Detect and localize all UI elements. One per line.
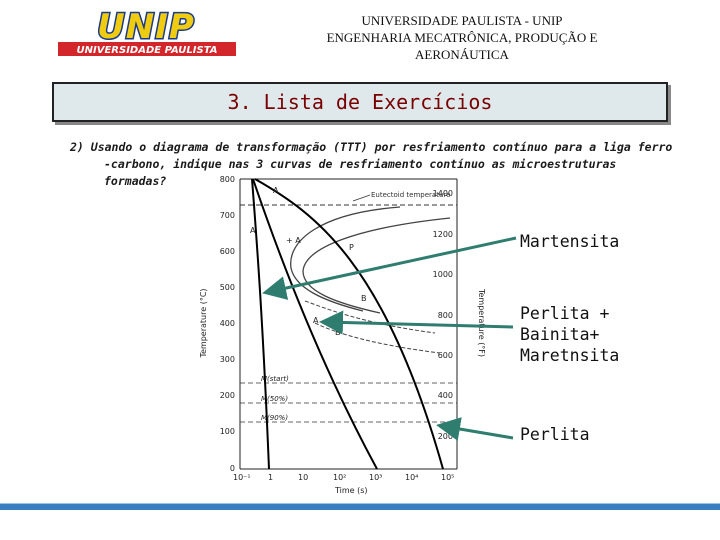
region-label-a-top: A xyxy=(273,186,279,195)
y-tick-800: 800 xyxy=(220,175,235,184)
label-perlita-bainita-line-1: Perlita + xyxy=(520,304,610,323)
y-right-tick-1000: 1000 xyxy=(433,270,453,279)
m-90-label: M(90%) xyxy=(261,414,288,422)
label-perlita-bainita-line-3: Maretnsita xyxy=(520,346,620,365)
header-line-2: ENGENHARIA MECATRÔNICA, PRODUÇÃO E xyxy=(326,30,598,45)
m-50-label: M(50%) xyxy=(261,395,288,403)
question-line-3: formadas? xyxy=(104,174,167,188)
y-right-tick-400: 400 xyxy=(438,391,453,400)
header-line-1: UNIVERSIDADE PAULISTA - UNIP xyxy=(361,13,563,28)
y-right-tick-600: 600 xyxy=(438,351,453,360)
x-tick-4: 10³ xyxy=(369,473,382,482)
eutectoid-leader xyxy=(352,194,371,202)
logo-wordmark: UNIP xyxy=(97,8,195,47)
x-tick-5: 10⁴ xyxy=(405,473,418,482)
y-tick-400: 400 xyxy=(220,319,235,328)
page-title: 3. Lista de Exercícios xyxy=(227,90,493,114)
y-tick-300: 300 xyxy=(220,355,235,364)
x-tick-2: 10 xyxy=(298,473,308,482)
arrow-to-perlita-bainita xyxy=(319,310,514,335)
label-perlita: Perlita xyxy=(520,425,590,444)
question-line-1: 2) Usando o diagrama de transformação (T… xyxy=(70,140,673,154)
arrow-to-martensita xyxy=(262,236,517,300)
y-tick-600: 600 xyxy=(220,247,235,256)
region-label-bainite-upper: B xyxy=(361,294,367,303)
x-tick-1: 1 xyxy=(268,473,273,482)
region-label-pearlite-a: + A xyxy=(286,236,301,245)
m-start-label: M(start) xyxy=(261,375,289,383)
label-perlita-bainita-line-2: Bainita+ xyxy=(520,325,600,344)
y-tick-500: 500 xyxy=(220,283,235,292)
eutectoid-label: Eutectoid temperature xyxy=(371,191,450,199)
unip-logo-graphic: UNIP UNIVERSIDADE PAULISTA xyxy=(58,6,236,56)
pearlite-start-curve xyxy=(290,206,401,312)
institution-header: UNIVERSIDADE PAULISTA - UNIP ENGENHARIA … xyxy=(262,12,662,63)
y-tick-200: 200 xyxy=(220,391,235,400)
label-martensita: Martensita xyxy=(520,232,620,251)
header-line-3: AERONÁUTICA xyxy=(415,47,509,62)
bainite-start-curve xyxy=(304,300,436,334)
y-right-tick-1400: 1400 xyxy=(433,189,453,198)
title-box: 3. Lista de Exercícios xyxy=(52,82,668,122)
y-tick-100: 100 xyxy=(220,427,235,436)
x-tick-6: 10⁵ xyxy=(441,473,454,482)
y-right-tick-800: 800 xyxy=(438,311,453,320)
region-label-a-left: A xyxy=(250,226,256,235)
y-tick-700: 700 xyxy=(220,211,235,220)
unip-logo: UNIP UNIVERSIDADE PAULISTA xyxy=(48,6,240,58)
arrow-to-perlita xyxy=(436,417,514,441)
x-axis-label: Time (s) xyxy=(334,486,368,495)
cooling-curve-fast xyxy=(251,178,270,470)
region-label-a-small: A xyxy=(313,316,319,325)
logo-subtitle: UNIVERSIDADE PAULISTA xyxy=(77,45,218,56)
question-line-2: -carbono, indique nas 3 curvas de resfri… xyxy=(104,157,617,171)
x-tick-0: 10⁻¹ xyxy=(233,473,251,482)
region-label-pearlite: P xyxy=(349,243,354,252)
cooling-curve-medium xyxy=(252,178,378,470)
logo-banner xyxy=(58,42,236,56)
pearlite-finish-curve xyxy=(302,217,451,314)
y-tick-0: 0 xyxy=(230,464,235,473)
cooling-curve-slow xyxy=(254,178,444,470)
bottom-rule xyxy=(0,503,720,510)
x-tick-3: 10² xyxy=(333,473,346,482)
y-right-tick-1200: 1200 xyxy=(433,230,453,239)
y-left-axis-label: Temperature (°C) xyxy=(199,288,208,358)
y-right-axis-label: Temperature (°F) xyxy=(477,288,486,357)
